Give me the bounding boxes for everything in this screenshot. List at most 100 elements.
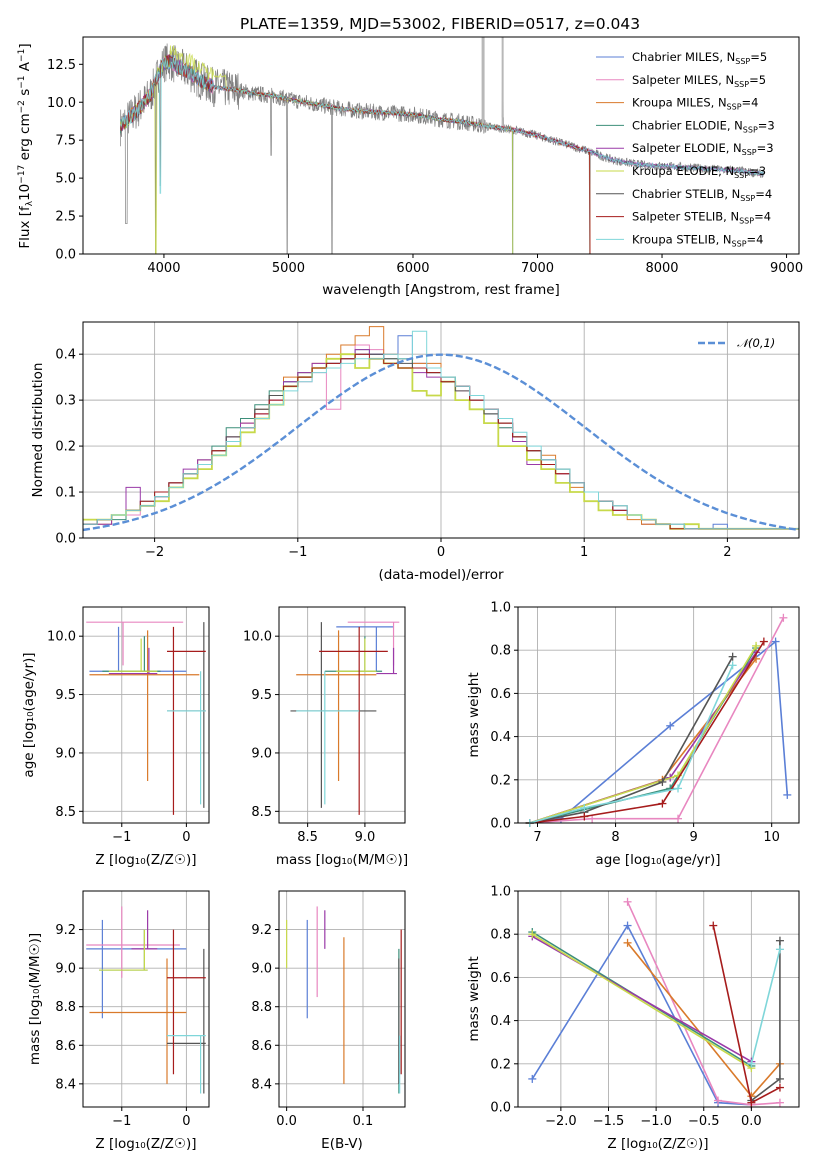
- y-tick-label: 9.2: [55, 923, 76, 938]
- mass-weight-line: [531, 923, 752, 1106]
- spectrum-legend: Chabrier MILES, NSSP=5 Salpeter MILES, NS…: [596, 50, 775, 248]
- spectrum-panel: PLATE=1359, MJD=53002, FIBERID=0517, z=0…: [17, 15, 803, 298]
- y-tick-label: 8.5: [251, 805, 272, 820]
- mass-weight-line: [529, 617, 785, 824]
- y-tick-label: 5.0: [55, 172, 76, 187]
- model-spectrum-line: [120, 56, 764, 194]
- x-tick-label: −2: [145, 545, 164, 560]
- x-tick-label: 7000: [521, 261, 554, 276]
- age-vs-mass-ticks: 8.5 9.0 8.5 9.0 9.5 10.0: [243, 630, 375, 845]
- y-tick-label: 0.2: [490, 773, 511, 788]
- age-vs-metallicity-grid: [83, 607, 209, 823]
- panel-clip-group: [86, 906, 206, 1094]
- y-tick-label: 1.0: [490, 885, 511, 900]
- y-tick-label: 8.5: [55, 805, 76, 820]
- histogram-legend: 𝒩(0,1): [698, 336, 775, 350]
- y-tick-label: 8.4: [251, 1077, 272, 1092]
- x-tick-label: 0.1: [353, 1114, 374, 1129]
- y-tick-label: 0.2: [490, 1057, 511, 1072]
- mass-vs-metallicity-grid: [83, 891, 209, 1107]
- y-tick-label: 8.8: [55, 1000, 76, 1015]
- y-tick-label: 0.6: [490, 687, 511, 702]
- y-tick-label: 0.0: [490, 817, 511, 832]
- y-tick-label: 0.4: [490, 730, 511, 745]
- y-tick-label: 12.5: [47, 58, 76, 73]
- mass-vs-metallicity-ylabel: mass [log₁₀(M/M☉)]: [27, 933, 43, 1065]
- mass-vs-ebv-data: [286, 906, 402, 1094]
- legend-label: Kroupa ELODIE, NSSP=3: [632, 164, 766, 180]
- age-vs-mass-panel: 8.5 9.0 8.5 9.0 9.5 10.0 mass [log₁₀(M/M☉)]: [243, 606, 408, 868]
- x-tick-label: 8: [611, 830, 619, 845]
- mass-weight-vs-age-data: [525, 613, 792, 827]
- y-tick-label: 9.5: [55, 688, 76, 703]
- age-vs-metallicity-ylabel: age [log₁₀(age/yr)]: [21, 652, 37, 777]
- x-tick-label: 7: [533, 830, 541, 845]
- spectrum-ylabel: Flux [fλ10−17 erg cm−2 s−1 A−1]: [17, 43, 35, 248]
- mass-weight-vs-metallicity-panel: −2.0 −1.5 −1.0 −0.5 0.0 0.0 0.2 0.4 0.6 0.8 1.0 Z …: [466, 885, 800, 1152]
- histogram-ylabel: Normed distribution: [30, 363, 46, 498]
- x-tick-label: 9.0: [355, 830, 376, 845]
- mass-weight-line: [750, 949, 781, 1064]
- model-spectrum-line: [120, 45, 514, 254]
- mass-weight-line: [529, 641, 765, 824]
- mass-weight-vs-metallicity-ticks: −2.0 −1.5 −1.0 −0.5 0.0 0.0 0.2 0.4 0.6 0.8 1.0: [490, 885, 761, 1130]
- y-tick-label: 2.5: [55, 210, 76, 225]
- x-tick-label: 9: [689, 830, 697, 845]
- mass-vs-metallicity-panel: −1 0 8.4 8.6 8.8 9.0 9.2 Z [log₁₀(Z/Z☉)] mass …: [27, 890, 210, 1152]
- histogram-xlabel: (data-model)/error: [378, 567, 504, 583]
- spectrum-data: [120, 37, 765, 254]
- normal-reference-curve: [82, 353, 800, 532]
- mass-weight-vs-age-panel: 7 8 9 10 0.0 0.2 0.4 0.6 0.8 1.0 age [log₁₀(age/y…: [466, 601, 800, 868]
- mass-vs-metallicity-ticks: −1 0 8.4 8.6 8.8 9.0 9.2: [55, 923, 190, 1129]
- age-vs-metallicity-axes-frame: [82, 606, 210, 824]
- histogram-legend-label: 𝒩(0,1): [737, 336, 775, 350]
- histogram-ticks: −2 −1 0 1 2 0.0 0.1 0.2 0.3 0.4: [55, 348, 731, 560]
- x-tick-label: −2.0: [545, 1114, 577, 1129]
- y-tick-label: 0.6: [490, 971, 511, 986]
- x-tick-label: 8.5: [297, 830, 318, 845]
- y-tick-label: 9.0: [55, 962, 76, 977]
- y-tick-label: 9.5: [251, 688, 272, 703]
- y-tick-label: 0.0: [490, 1101, 511, 1116]
- y-tick-label: 0.0: [55, 532, 76, 547]
- mass-weight-line: [529, 664, 734, 824]
- y-tick-label: 0.3: [55, 394, 76, 409]
- x-tick-label: 2: [723, 545, 731, 560]
- panel-clip-group: [86, 621, 206, 815]
- panel-clip-group: [290, 621, 400, 815]
- mass-weight-vs-age-axes-frame: [517, 606, 800, 824]
- y-tick-label: 10.0: [243, 630, 272, 645]
- y-tick-label: 8.6: [251, 1039, 272, 1054]
- x-tick-label: 9000: [770, 261, 803, 276]
- y-tick-label: 0.0: [55, 248, 76, 263]
- y-tick-label: 0.4: [490, 1014, 511, 1029]
- y-tick-label: 10.0: [47, 630, 76, 645]
- age-vs-mass-xlabel: mass [log₁₀(M/M☉)]: [276, 852, 408, 868]
- legend-label: Chabrier MILES, NSSP=5: [632, 50, 767, 66]
- legend-label: Kroupa MILES, NSSP=4: [632, 96, 758, 112]
- x-tick-label: 5000: [272, 261, 305, 276]
- x-tick-label: 8000: [645, 261, 678, 276]
- x-tick-label: −1.5: [593, 1114, 625, 1129]
- age-vs-metallicity-data: [86, 621, 206, 815]
- mass-vs-metallicity-xlabel: Z [log₁₀(Z/Z☉)]: [95, 1136, 196, 1152]
- mass-weight-vs-metallicity-data: [528, 897, 784, 1109]
- mass-vs-ebv-ticks: 0.0 0.1 8.4 8.6 8.8 9.0 9.2: [251, 923, 373, 1129]
- y-tick-label: 8.6: [55, 1039, 76, 1054]
- panel-clip-group: [286, 906, 402, 1094]
- mass-weight-vs-age-ylabel: mass weight: [466, 672, 482, 757]
- mass-weight-vs-metallicity-axes-frame: [517, 890, 800, 1108]
- x-tick-label: 1: [580, 545, 588, 560]
- age-vs-mass-data: [290, 621, 400, 815]
- mass-weight-vs-metallicity-xlabel: Z [log₁₀(Z/Z☉)]: [607, 1136, 708, 1152]
- spectrum-clip-group: [120, 37, 765, 254]
- y-tick-label: 1.0: [490, 601, 511, 616]
- y-tick-label: 10.0: [47, 96, 76, 111]
- mass-vs-ebv-grid: [279, 891, 405, 1107]
- mass-weight-vs-metallicity-grid: [518, 890, 799, 1108]
- x-tick-label: 0.0: [741, 1114, 762, 1129]
- legend-label: Chabrier STELIB, NSSP=4: [632, 187, 772, 203]
- y-tick-label: 8.4: [55, 1077, 76, 1092]
- x-tick-label: −0.5: [688, 1114, 720, 1129]
